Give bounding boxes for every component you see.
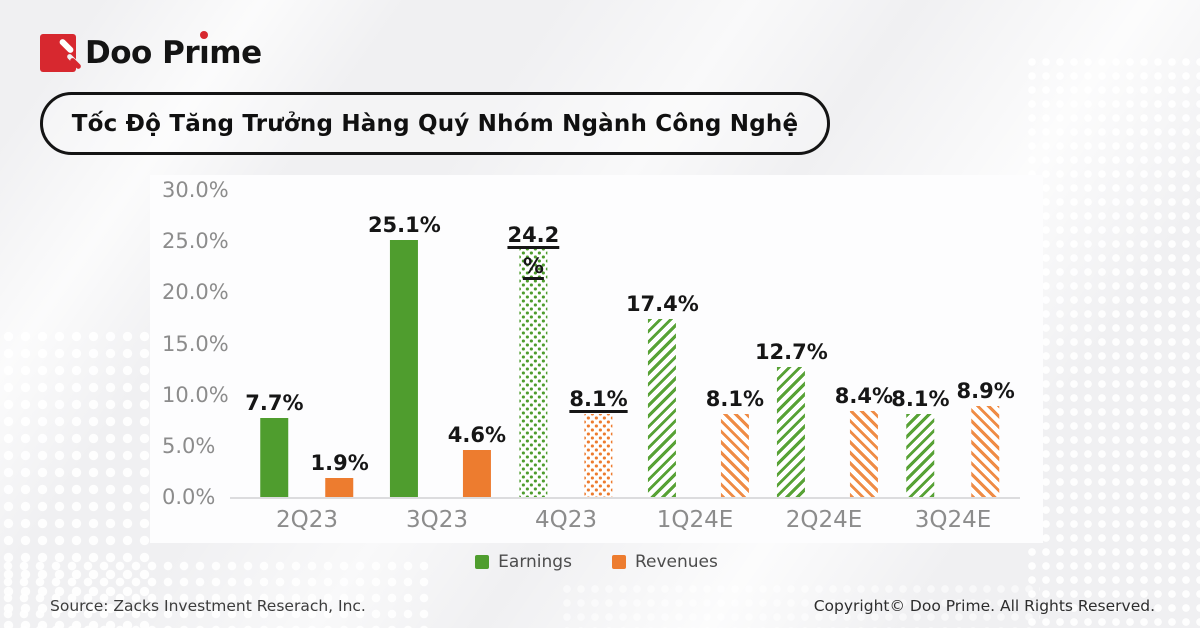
y-axis-tick-label: 10.0% — [162, 382, 229, 407]
legend-swatch-icon — [475, 555, 490, 569]
y-axis-tick-label: 30.0% — [162, 178, 229, 202]
revenues-bar-2q24e — [849, 411, 878, 497]
chart-title-box: Tốc Độ Tăng Trưởng Hàng Quý Nhóm Ngành C… — [40, 92, 830, 155]
y-axis-tick-label: 25.0% — [162, 229, 229, 254]
bar-value-label: 17.4% — [625, 292, 699, 316]
bar-wrap-earnings-2q24e: 12.7% — [755, 340, 828, 497]
bar-wrap-earnings-1q24e: 17.4% — [626, 292, 699, 497]
bar-value-label: 25.1% — [367, 213, 441, 237]
bar-group-3q24e: 8.1% 8.9% — [891, 379, 1015, 497]
bar-value-label: 12.7% — [754, 340, 828, 364]
bar-group-4q23: 24.2 % 8.1% — [504, 220, 628, 497]
revenues-bar-3q23 — [462, 450, 491, 497]
chart-legend: Earnings Revenues — [150, 552, 1043, 572]
bar-wrap-revenues-4q23: 8.1% — [569, 387, 628, 497]
bar-wrap-earnings-3q24e: 8.1% — [891, 387, 950, 497]
bar-group-2q24e: 12.7% 8.4% — [755, 340, 893, 497]
bar-value-label: 1.9% — [310, 451, 369, 475]
copyright-note: Copyright© Doo Prime. All Rights Reserve… — [813, 597, 1155, 615]
bar-group-3q23: 25.1% 4.6% — [368, 213, 506, 497]
legend-item-revenues: Revenues — [611, 552, 718, 572]
bar-value-label: 4.6% — [447, 423, 507, 447]
bar-value-label: 24.2 % — [507, 223, 560, 278]
doo-prime-logo-icon — [40, 34, 82, 72]
x-axis-tick-label: 2Q23 — [275, 507, 339, 533]
y-axis-tick-label: 5.0% — [162, 433, 216, 458]
x-axis-tick-label: 2Q24E — [785, 507, 863, 533]
dot-grid-decoration-bottom-left — [0, 328, 150, 628]
revenues-bar-4q23 — [584, 414, 613, 497]
bar-value-label: 8.4% — [834, 384, 894, 408]
bar-wrap-earnings-2q23: 7.7% — [245, 391, 304, 497]
dot-grid-decoration-right — [1025, 55, 1200, 628]
earnings-bar-2q24e — [777, 367, 806, 497]
earnings-bar-3q24e — [906, 414, 935, 497]
logo-outer-slash-icon — [69, 57, 82, 70]
bar-wrap-revenues-3q23: 4.6% — [448, 423, 506, 497]
chart-plot-area: 30.0% 25.0% 20.0% 15.0% 10.0% 5.0% 0.0% 7.7% 1.9… — [150, 175, 1043, 543]
brand-red-dot-icon — [200, 30, 209, 39]
earnings-bar-1q24e — [648, 319, 677, 497]
y-axis-tick-label: 0.0% — [162, 485, 216, 510]
x-axis-tick-label: 1Q24E — [656, 507, 734, 533]
revenues-bar-3q24e — [971, 406, 1000, 497]
chart-title: Tốc Độ Tăng Trưởng Hàng Quý Nhóm Ngành C… — [71, 110, 799, 137]
revenues-bar-2q23 — [325, 478, 354, 497]
earnings-bar-4q23 — [519, 249, 548, 497]
earnings-bar-2q23 — [260, 418, 289, 497]
brand-i-letter: ı — [199, 30, 210, 69]
legend-swatch-icon — [611, 555, 626, 569]
brand-header: Doo Prı me — [40, 30, 262, 72]
bar-value-label: 8.9% — [956, 379, 1015, 403]
brand-name: Doo Prı me — [85, 30, 262, 69]
bar-value-label: 8.1% — [569, 387, 628, 411]
x-axis-tick-label: 3Q23 — [405, 507, 469, 533]
source-note: Source: Zacks Investment Reserach, Inc. — [50, 597, 366, 615]
revenues-bar-1q24e — [720, 414, 749, 497]
bar-group-2q23: 7.7% 1.9% — [245, 391, 369, 497]
bar-wrap-earnings-3q23: 25.1% — [368, 213, 441, 497]
bar-wrap-earnings-4q23: 24.2 % — [504, 220, 562, 497]
x-axis-line — [230, 497, 1020, 499]
bar-wrap-revenues-2q24e: 8.4% — [835, 384, 893, 497]
bar-group-1q24e: 17.4% 8.1% — [626, 292, 764, 497]
bar-wrap-revenues-2q23: 1.9% — [311, 451, 369, 497]
x-axis-tick-label: 3Q24E — [914, 507, 992, 533]
y-axis-tick-label: 15.0% — [162, 331, 229, 356]
bar-value-label: 7.7% — [245, 391, 304, 415]
legend-label: Revenues — [634, 552, 718, 572]
legend-item-earnings: Earnings — [475, 552, 572, 572]
logo-slash-icon — [58, 37, 75, 55]
bar-value-label: 8.1% — [891, 387, 950, 411]
x-axis-tick-label: 4Q23 — [534, 507, 598, 533]
y-axis-tick-label: 20.0% — [162, 280, 229, 305]
earnings-bar-3q23 — [390, 240, 419, 497]
bar-wrap-revenues-3q24e: 8.9% — [957, 379, 1015, 497]
legend-label: Earnings — [498, 552, 572, 572]
